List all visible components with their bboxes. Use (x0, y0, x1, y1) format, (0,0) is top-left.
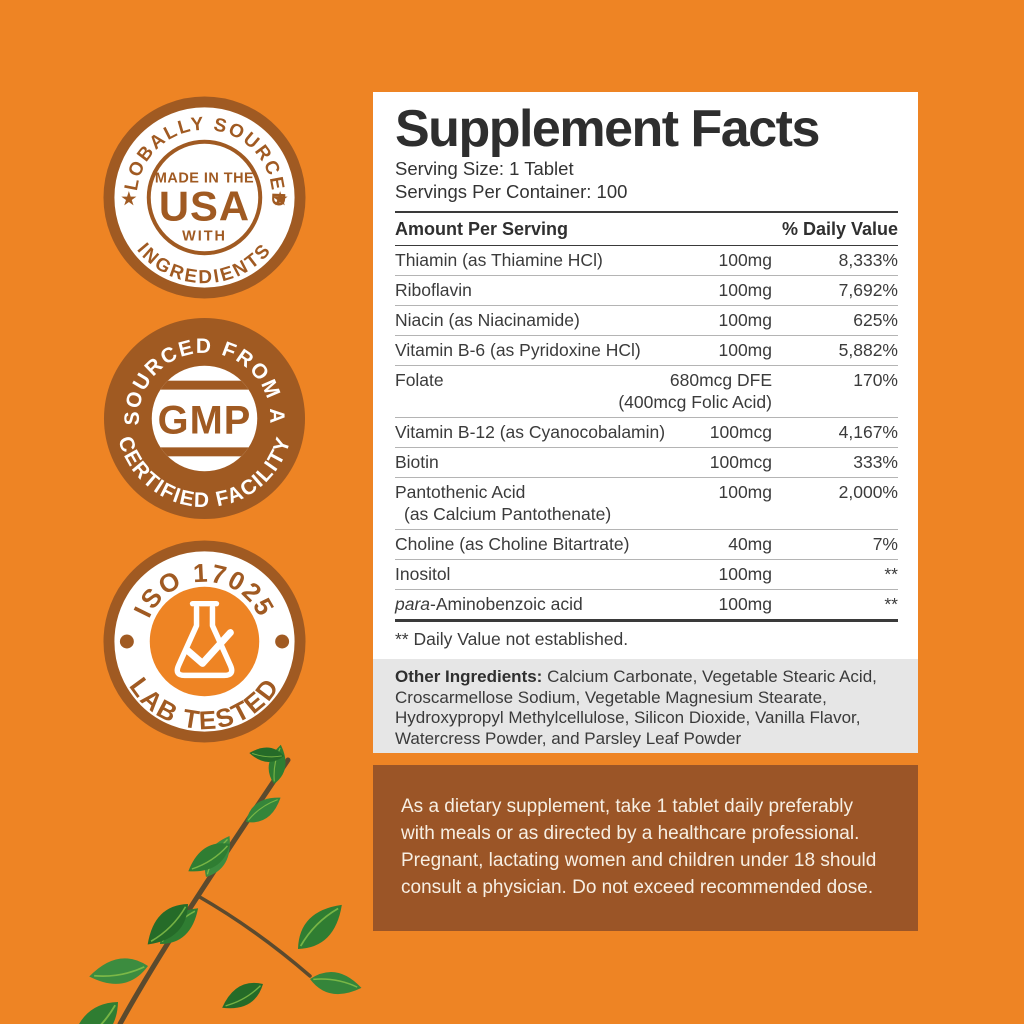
dot-icon (275, 634, 290, 649)
nutrient-amount: 100mg (718, 310, 772, 330)
nutrient-name: Inositol (395, 564, 451, 584)
nutrient-amount: 100mg (718, 594, 772, 614)
nutrient-name: Vitamin B-6 (as Pyridoxine HCl) (395, 340, 641, 360)
nutrient-daily-value: ** (884, 564, 898, 584)
other-ingredients-label: Other Ingredients: (395, 667, 543, 686)
directions-box: As a dietary supplement, take 1 tablet d… (373, 765, 918, 931)
nutrient-row: Niacin (as Niacinamide) 100mg 625% (395, 305, 898, 335)
nutrient-name: Niacin (as Niacinamide) (395, 310, 580, 330)
nutrient-row: Pantothenic Acid (as Calcium Pantothenate… (395, 477, 898, 529)
nutrient-row: para-Aminobenzoic acid 100mg ** (395, 589, 898, 619)
leaf-branch-image (57, 744, 365, 1024)
nutrient-row: Folate 680mcg DFE (400mcg Folic Acid) 170… (395, 365, 898, 417)
other-ingredients-text: Calcium Carbonate, Vegetable Stearic Aci… (395, 667, 877, 748)
serving-size: Serving Size: 1 Tablet (395, 158, 574, 179)
badge-inner-ring (146, 139, 263, 256)
badge-gmp-center-disc (151, 365, 258, 472)
nutrient-row: Thiamin (as Thiamine HCl) 100mg 8,333% (395, 246, 898, 275)
nutrient-daily-value: 4,167% (838, 422, 898, 442)
nutrient-name: Folate (395, 370, 444, 390)
divider (395, 211, 898, 213)
nutrient-amount: 100mg (718, 280, 772, 300)
badge-usa-line1: MADE IN THE (155, 171, 254, 187)
badge-iso-lab-tested: ISO 17025 LAB TESTED (103, 540, 306, 743)
table-header: Amount Per Serving % Daily Value (395, 213, 898, 246)
nutrient-name: para-Aminobenzoic acid (395, 594, 583, 614)
nutrient-row: Inositol 100mg ** (395, 559, 898, 589)
nutrient-name: Riboflavin (395, 280, 472, 300)
daily-value-footnote: ** Daily Value not established. (395, 619, 898, 659)
column-amount-per-serving: Amount Per Serving (395, 219, 569, 239)
nutrient-name: Thiamin (as Thiamine HCl) (395, 250, 603, 270)
nutrient-daily-value: 7,692% (838, 280, 898, 300)
badge-usa-line3: WITH (182, 228, 227, 244)
nutrient-amount: 100mg (718, 250, 772, 270)
nutrient-amount: 100mg (718, 340, 772, 360)
nutrient-name: Pantothenic Acid (as Calcium Pantothenate… (395, 482, 612, 524)
nutrient-row: Riboflavin 100mg 7,692% (395, 275, 898, 305)
nutrient-row: Vitamin B-12 (as Cyanocobalamin) 100mcg … (395, 417, 898, 447)
nutrient-name: Choline (as Choline Bitartrate) (395, 534, 630, 554)
nutrient-amount: 100mg (718, 564, 772, 584)
nutrient-row: Biotin 100mcg 333% (395, 447, 898, 477)
nutrient-amount: 680mcg DFE (400mcg Folic Acid) (618, 370, 772, 412)
nutrient-row: Choline (as Choline Bitartrate) 40mg 7% (395, 529, 898, 559)
nutrient-table: Thiamin (as Thiamine HCl) 100mg 8,333% R… (395, 246, 898, 619)
star-icon: ★ (273, 189, 289, 208)
nutrient-daily-value: 8,333% (838, 250, 898, 270)
nutrient-amount: 100mcg (709, 452, 772, 472)
supplement-facts-panel: Supplement Facts Serving Size: 1 Tablet … (373, 92, 918, 753)
nutrient-amount: 40mg (728, 534, 772, 554)
nutrient-name: Vitamin B-12 (as Cyanocobalamin) (395, 422, 666, 442)
directions-text: As a dietary supplement, take 1 tablet d… (401, 796, 877, 898)
servings-per-container: Servings Per Container: 100 (395, 181, 628, 202)
nutrient-daily-value: 2,000% (838, 482, 898, 502)
nutrient-daily-value: 625% (853, 310, 898, 330)
badge-usa-line2: USA (159, 182, 250, 229)
nutrient-row: Vitamin B-6 (as Pyridoxine HCl) 100mg 5,… (395, 335, 898, 365)
nutrient-daily-value: 7% (872, 534, 898, 554)
nutrient-daily-value: 170% (853, 370, 898, 390)
column-daily-value: % Daily Value (781, 219, 898, 239)
star-icon: ★ (121, 189, 137, 208)
badge-gmp-stripes (151, 380, 258, 457)
dot-icon (119, 634, 134, 649)
nutrient-daily-value: ** (884, 594, 898, 614)
nutrient-amount: 100mcg (709, 422, 772, 442)
nutrient-daily-value: 5,882% (838, 340, 898, 360)
nutrient-daily-value: 333% (853, 452, 898, 472)
other-ingredients: Other Ingredients: Calcium Carbonate, Ve… (373, 659, 918, 753)
branch-twig (196, 894, 312, 978)
nutrient-name-italic-prefix: para (395, 594, 431, 614)
nutrient-name: Biotin (395, 452, 439, 472)
badge-gmp-certified: SOURCED FROM A CERTIFIED FACILITY GMP (103, 317, 306, 520)
nutrient-amount: 100mg (718, 482, 772, 502)
badge-gmp-center-text: GMP (158, 398, 252, 442)
panel-title: Supplement Facts (395, 100, 820, 158)
lab-flask-icon (174, 600, 235, 679)
badge-made-in-usa: GLOBALLY SOURCED INGREDIENTS ★ ★ MADE IN… (100, 93, 306, 299)
